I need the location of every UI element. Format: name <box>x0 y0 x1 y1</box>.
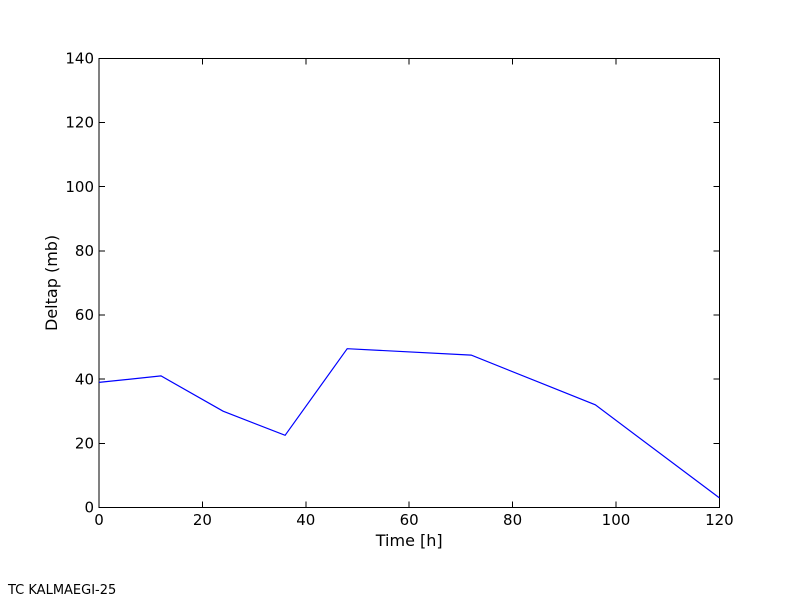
y-tick-label: 20 <box>75 435 94 453</box>
x-tick-label: 20 <box>193 511 212 529</box>
x-tick-label: 120 <box>705 511 734 529</box>
y-tick-label: 80 <box>75 242 94 260</box>
x-axis-label: Time [h] <box>375 531 443 550</box>
y-tick-label: 40 <box>75 370 94 388</box>
x-tick-label: 100 <box>602 511 631 529</box>
y-axis-label: Deltap (mb) <box>42 235 61 331</box>
pressure-drop-line <box>98 348 720 499</box>
y-tick-label: 0 <box>84 499 94 517</box>
storm-name: TC KALMAEGI-25 <box>8 583 117 598</box>
y-tick-label: 100 <box>65 178 94 196</box>
plot-frame <box>98 57 720 509</box>
x-tick-label: 60 <box>400 511 419 529</box>
x-tick-label: 80 <box>503 511 522 529</box>
y-tick-label: 120 <box>65 114 94 132</box>
bulletin-info: TC KALMAEGI-25 Pressure Drop (mb) Bullet… <box>8 558 260 600</box>
y-tick-label: 60 <box>75 306 94 324</box>
x-tick-label: 0 <box>94 511 104 529</box>
x-tick-label: 40 <box>296 511 315 529</box>
y-tick-label: 140 <box>65 50 94 68</box>
